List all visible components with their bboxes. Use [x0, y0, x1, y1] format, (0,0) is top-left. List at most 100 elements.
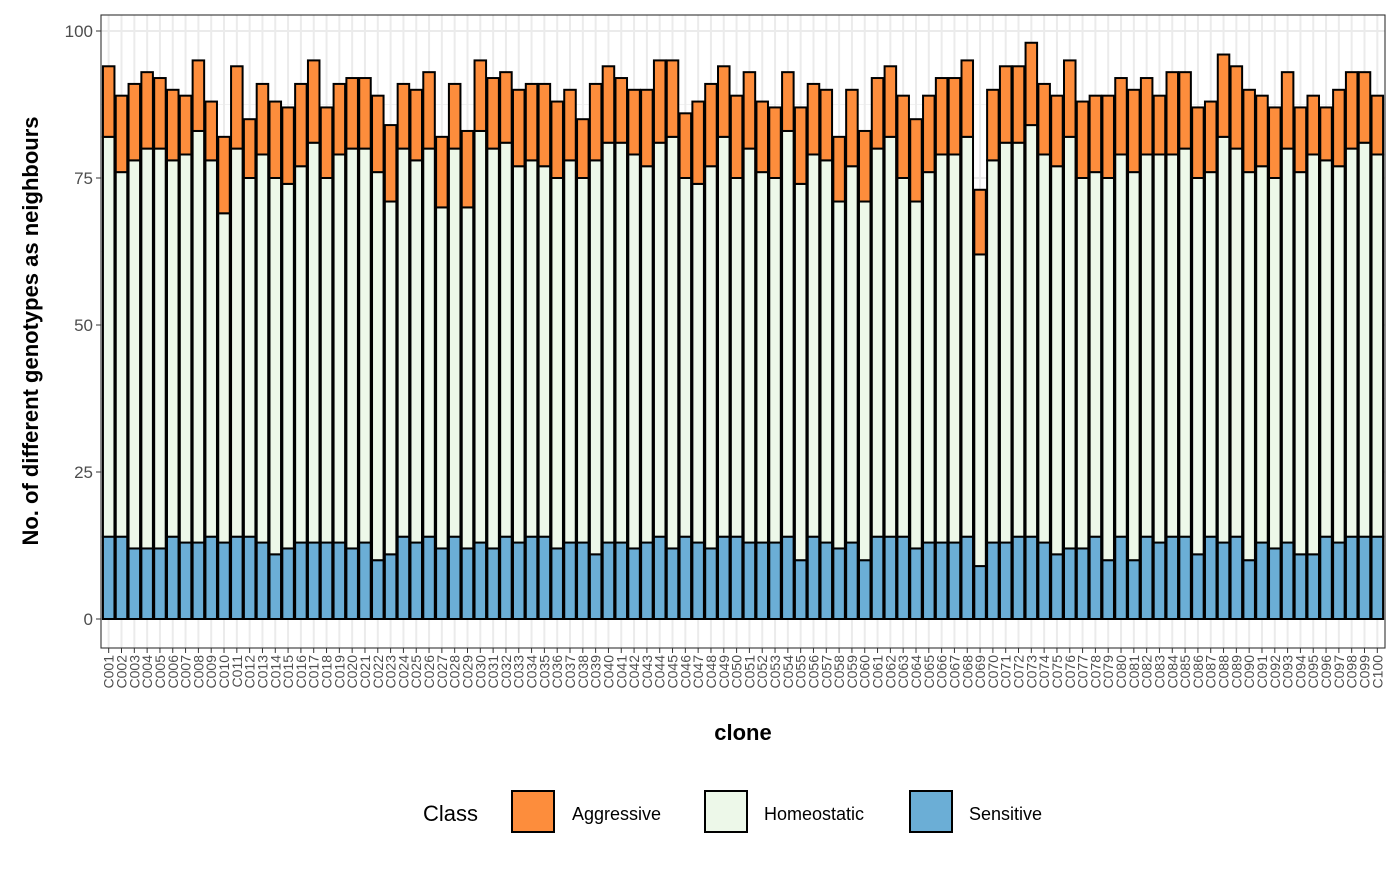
bar-homeostatic-c003 — [127, 159, 142, 550]
x-tick-label: C031 — [485, 655, 501, 689]
y-axis-title: No. of different genotypes as neighbours — [18, 116, 43, 545]
x-tick-label: C067 — [946, 655, 962, 689]
bar-homeostatic-c057 — [819, 159, 834, 544]
bar-aggressive-c006 — [165, 88, 180, 162]
bar-aggressive-c062 — [883, 65, 898, 138]
x-tick-label: C018 — [319, 655, 335, 689]
x-tick-label: C070 — [985, 655, 1001, 689]
bar-sensitive-c075 — [1050, 553, 1064, 621]
x-tick-label: C020 — [344, 655, 360, 689]
x-tick-label: C090 — [1241, 655, 1257, 689]
bar-sensitive-c006 — [165, 535, 180, 620]
x-tick-label: C019 — [331, 655, 347, 689]
x-tick-label: C054 — [780, 655, 796, 689]
bar-aggressive-c098 — [1344, 71, 1359, 150]
x-tick-label: C072 — [1011, 655, 1027, 689]
bar-sensitive-c049 — [717, 535, 731, 620]
bar-homeostatic-c040 — [601, 141, 616, 544]
bar-sensitive-c031 — [486, 547, 500, 620]
bar-aggressive-c015 — [281, 106, 295, 185]
bar-homeostatic-c047 — [691, 182, 705, 544]
bar-sensitive-c044 — [652, 535, 667, 620]
bar-aggressive-c034 — [524, 82, 539, 162]
bar-homeostatic-c008 — [191, 129, 206, 544]
bar-aggressive-c100 — [1370, 94, 1385, 156]
bar-homeostatic-c004 — [140, 147, 154, 550]
bar-aggressive-c052 — [755, 100, 769, 174]
bar-aggressive-c051 — [742, 71, 757, 150]
bar-homeostatic-c089 — [1229, 147, 1244, 538]
bar-sensitive-c020 — [345, 547, 359, 620]
bar-aggressive-c042 — [627, 88, 641, 156]
legend-label-aggressive: Aggressive — [572, 804, 661, 824]
bar-homeostatic-c025 — [409, 159, 424, 544]
bar-aggressive-c019 — [332, 82, 347, 156]
x-tick-label: C068 — [959, 655, 975, 689]
bar-homeostatic-c023 — [383, 200, 398, 556]
bar-homeostatic-c015 — [281, 182, 295, 550]
bar-homeostatic-c002 — [114, 171, 129, 538]
bar-sensitive-c099 — [1357, 535, 1372, 620]
bar-sensitive-c025 — [409, 541, 424, 620]
bar-homeostatic-c034 — [524, 159, 539, 538]
x-tick-label: C065 — [921, 655, 937, 689]
bar-aggressive-c090 — [1242, 88, 1256, 174]
bar-sensitive-c026 — [422, 535, 436, 620]
bar-homeostatic-c028 — [447, 147, 462, 538]
bar-sensitive-c007 — [178, 541, 193, 620]
bar-homeostatic-c014 — [268, 177, 283, 556]
bar-homeostatic-c021 — [358, 147, 372, 544]
x-tick-label: C043 — [639, 655, 655, 689]
bar-sensitive-c087 — [1203, 535, 1218, 620]
bar-aggressive-c059 — [845, 88, 859, 168]
bar-aggressive-c099 — [1357, 71, 1372, 144]
bar-sensitive-c009 — [204, 535, 218, 620]
x-tick-label: C023 — [383, 655, 399, 689]
x-tick-label: C081 — [1126, 655, 1142, 689]
bar-sensitive-c078 — [1088, 535, 1103, 620]
bar-homeostatic-c076 — [1063, 135, 1077, 550]
bar-aggressive-c077 — [1075, 100, 1090, 179]
bar-homeostatic-c060 — [857, 200, 872, 562]
bar-homeostatic-c052 — [755, 171, 769, 544]
bar-homeostatic-c037 — [563, 159, 577, 544]
bar-sensitive-c086 — [1191, 553, 1205, 621]
bar-homeostatic-c090 — [1242, 171, 1256, 562]
x-tick-label: C089 — [1228, 655, 1244, 689]
bar-homeostatic-c083 — [1152, 153, 1167, 544]
bar-homeostatic-c071 — [998, 141, 1013, 544]
x-tick-label: C094 — [1292, 655, 1308, 689]
bar-homeostatic-c100 — [1370, 153, 1385, 538]
bar-sensitive-c060 — [857, 559, 872, 621]
x-tick-label: C085 — [1177, 655, 1193, 689]
bar-aggressive-c066 — [934, 77, 949, 156]
bar-aggressive-c046 — [678, 112, 693, 179]
bar-sensitive-c011 — [230, 535, 244, 620]
bar-aggressive-c060 — [857, 129, 872, 203]
x-tick-label: C022 — [370, 655, 386, 689]
bar-sensitive-c048 — [704, 547, 718, 620]
x-tick-label: C056 — [805, 655, 821, 689]
x-tick-label: C099 — [1356, 655, 1372, 689]
bar-sensitive-c041 — [614, 541, 629, 620]
bar-homeostatic-c012 — [242, 177, 257, 538]
bar-sensitive-c061 — [870, 535, 885, 620]
x-tick-label: C015 — [280, 655, 296, 689]
legend-key-sensitive — [909, 790, 953, 833]
bar-homeostatic-c020 — [345, 147, 359, 550]
bar-homeostatic-c080 — [1114, 153, 1128, 538]
bar-aggressive-c017 — [306, 59, 321, 144]
bar-homeostatic-c009 — [204, 159, 218, 538]
x-tick-label: C007 — [178, 655, 194, 689]
bar-sensitive-c088 — [1216, 541, 1231, 620]
x-tick-label: C066 — [934, 655, 950, 689]
bar-sensitive-c046 — [678, 535, 693, 620]
x-tick-label: C038 — [575, 655, 591, 689]
x-tick-label: C071 — [998, 655, 1014, 689]
y-tick-label: 100 — [65, 22, 93, 41]
bar-aggressive-c056 — [806, 82, 821, 156]
x-tick-label: C058 — [831, 655, 847, 689]
bar-aggressive-c075 — [1050, 94, 1064, 168]
x-tick-label: C044 — [652, 655, 668, 689]
